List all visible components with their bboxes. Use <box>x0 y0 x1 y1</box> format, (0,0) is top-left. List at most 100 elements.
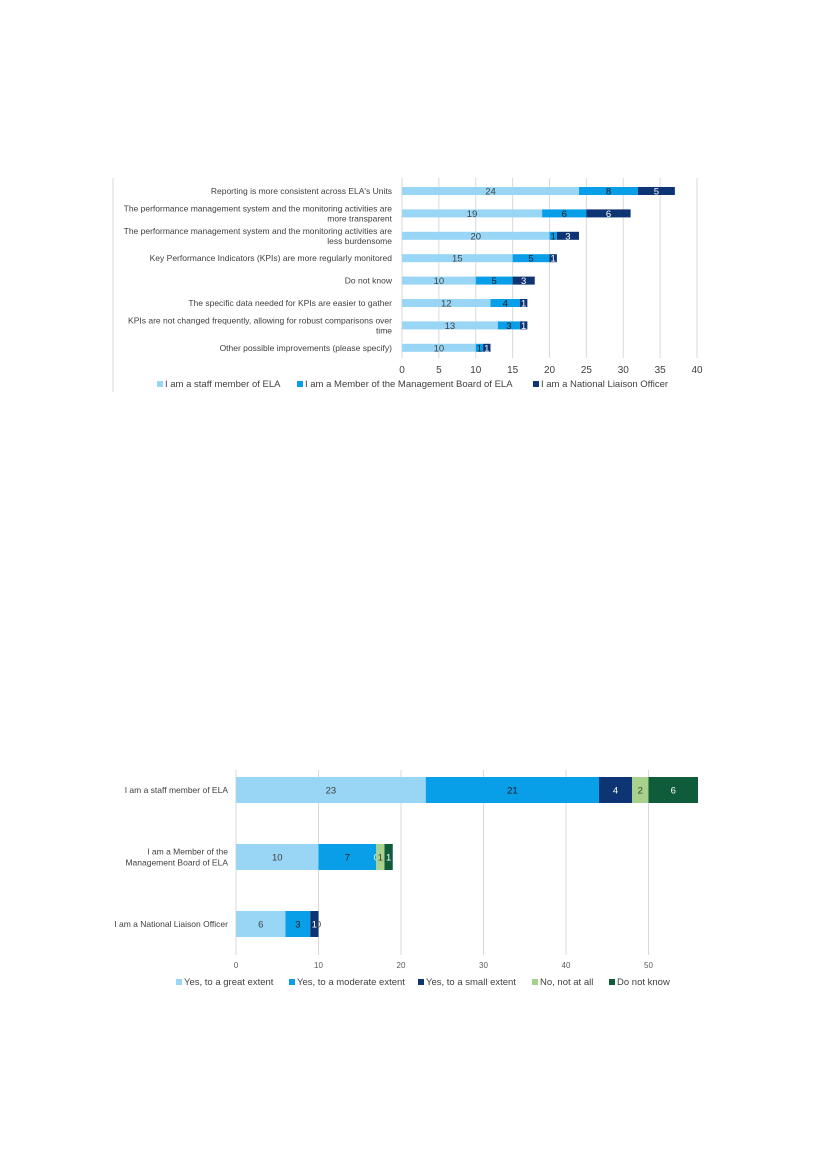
bar-segment <box>402 276 476 285</box>
x-tick-label: 25 <box>581 365 593 376</box>
data-label: 15 <box>452 254 463 265</box>
bar-segment <box>402 231 550 240</box>
bar-segment <box>236 777 426 803</box>
category-label: The specific data needed for KPIs are ea… <box>188 298 392 308</box>
bar-segment <box>402 321 498 330</box>
data-label: 23 <box>326 786 337 797</box>
legend-swatch <box>418 979 424 985</box>
legend-label: Yes, to a moderate extent <box>297 977 405 988</box>
bar-segment <box>520 321 528 330</box>
x-tick-label: 20 <box>544 365 556 376</box>
bar-segment <box>638 187 675 195</box>
data-label: 8 <box>606 187 611 198</box>
data-label: 3 <box>506 321 511 332</box>
x-tick-label: 35 <box>655 365 667 376</box>
bar-segment <box>402 209 543 218</box>
bar-segment <box>599 777 632 803</box>
data-label: 4 <box>613 786 618 797</box>
category-label: The performance management system and th… <box>124 226 393 246</box>
bar-segment <box>648 777 698 803</box>
bar-segment <box>542 209 587 218</box>
bar-segment <box>425 777 599 803</box>
legend: I am a staff member of ELA I am a Member … <box>157 379 668 390</box>
data-label: 6 <box>671 786 676 797</box>
bar-segment <box>556 231 579 240</box>
gridlines <box>401 178 698 358</box>
category-label: The performance management system and th… <box>124 203 393 223</box>
x-axis: 0 5 10 15 20 25 30 35 40 <box>399 365 703 376</box>
bar-segment <box>475 276 513 285</box>
data-label: 7 <box>345 853 350 864</box>
data-label: 1 <box>521 299 526 310</box>
data-label: 5 <box>528 254 533 265</box>
data-label: 6 <box>606 209 611 220</box>
bar-segment <box>490 299 520 307</box>
bar-segment <box>236 911 286 937</box>
legend-swatch <box>533 381 539 387</box>
bar-segment <box>549 231 557 240</box>
category-label: KPIs are not changed frequently, allowin… <box>128 315 392 335</box>
legend-swatch <box>609 979 615 985</box>
bar-segment <box>549 254 557 263</box>
bar-segment <box>402 299 491 307</box>
x-tick-label: 0 <box>399 365 405 376</box>
legend-label: Yes, to a small extent <box>426 977 516 988</box>
data-label: 24 <box>485 187 496 198</box>
data-label: 2 <box>638 786 643 797</box>
x-tick-label: 5 <box>436 365 442 376</box>
bar-segment <box>402 343 476 352</box>
category-label: I am a Member of the Management Board of … <box>125 847 228 868</box>
data-label: 13 <box>445 321 456 332</box>
x-tick-label: 40 <box>562 961 571 970</box>
category-label: I am a National Liaison Officer <box>114 919 228 929</box>
legend: Yes, to a great extent Yes, to a moderate… <box>176 977 670 988</box>
bars: 23 21 4 2 610 7 01 16 3 10 <box>236 777 698 937</box>
x-tick-label: 15 <box>507 365 519 376</box>
bar-segment <box>318 844 377 870</box>
data-label: 1 <box>521 321 526 332</box>
bar-segment <box>236 844 319 870</box>
data-label: 5 <box>654 187 659 198</box>
x-tick-label: 40 <box>691 365 703 376</box>
data-label: 3 <box>521 276 526 287</box>
legend-label: Yes, to a great extent <box>184 977 274 988</box>
data-label: 1 <box>312 920 317 931</box>
data-label: 1 <box>477 343 482 354</box>
data-label: 3 <box>565 231 570 242</box>
data-label: 1 <box>551 254 556 265</box>
x-tick-label: 10 <box>470 365 482 376</box>
data-label: 1 <box>386 853 391 864</box>
x-axis: 0 10 20 30 40 50 <box>234 961 654 970</box>
data-label: 3 <box>295 920 300 931</box>
data-label: 0 <box>316 920 321 931</box>
bar-segment <box>586 209 631 218</box>
bar-segment <box>310 911 319 937</box>
data-label: 19 <box>467 209 478 220</box>
category-label: Do not know <box>345 276 393 286</box>
category-labels: I am a staff member of ELA I am a Member … <box>114 785 228 929</box>
data-label: 10 <box>272 853 283 864</box>
data-label: 10 <box>434 343 445 354</box>
bar-segment <box>512 254 550 263</box>
gridlines <box>235 770 649 955</box>
bar-segment <box>285 911 311 937</box>
data-label: 1 <box>484 343 489 354</box>
legend-label: I am a National Liaison Officer <box>541 379 668 390</box>
data-label: 20 <box>470 231 481 242</box>
x-tick-label: 50 <box>644 961 653 970</box>
bar-segment <box>376 844 385 870</box>
legend-label: Do not know <box>617 977 670 988</box>
category-label: I am a staff member of ELA <box>125 785 229 795</box>
data-label: 6 <box>258 920 263 931</box>
x-tick-label: 10 <box>314 961 323 970</box>
x-tick-label: 30 <box>479 961 488 970</box>
legend-swatch <box>176 979 182 985</box>
bars: 24 8 519 6 620 1 315 5 110 5 312 4 113 3 110 1 1 <box>402 187 675 354</box>
category-label: Reporting is more consistent across ELA'… <box>211 186 392 196</box>
bar-segment <box>512 276 535 285</box>
data-label: 12 <box>441 299 452 310</box>
data-label: 1 <box>551 231 556 242</box>
data-label: 4 <box>503 299 508 310</box>
legend-label: I am a staff member of ELA <box>165 379 281 390</box>
